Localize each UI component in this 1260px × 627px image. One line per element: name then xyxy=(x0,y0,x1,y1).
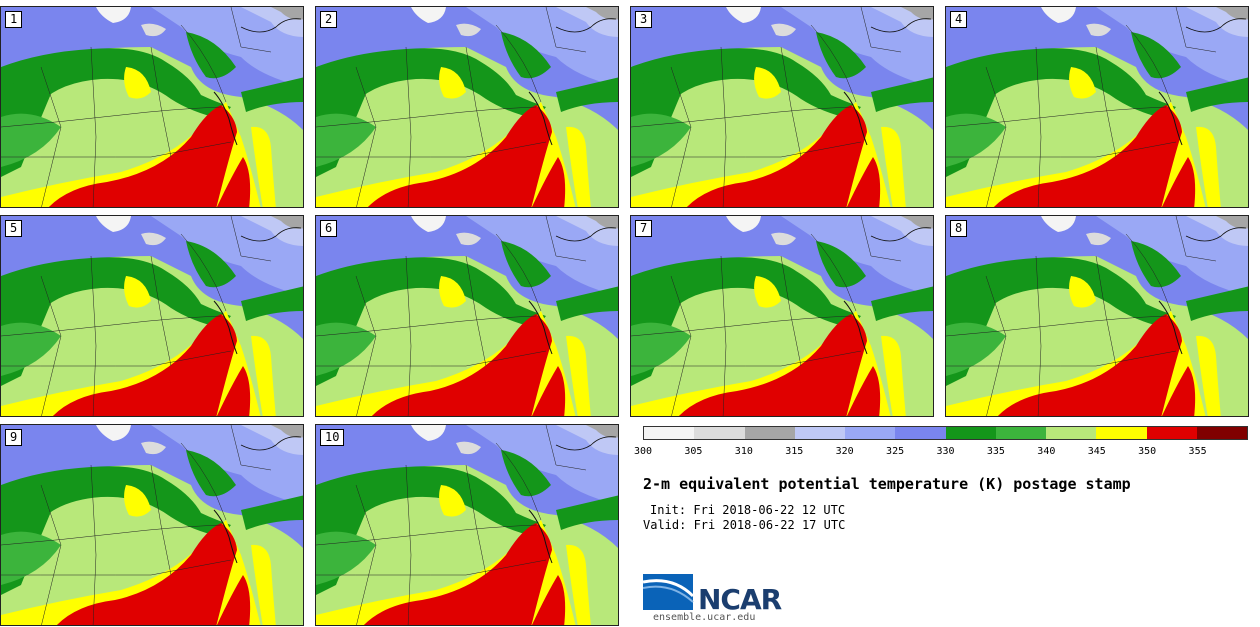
map-panel: 7 xyxy=(630,215,934,417)
ncar-logo-icon xyxy=(643,574,695,610)
color-scale-swatch xyxy=(1146,427,1197,439)
map-panel: 2 xyxy=(315,6,619,208)
color-scale-swatch xyxy=(845,427,896,439)
member-number-label: 3 xyxy=(635,11,653,28)
valid-time: Valid: Fri 2018-06-22 17 UTC xyxy=(643,518,846,532)
color-scale-swatch xyxy=(895,427,946,439)
color-scale-tick-label: 355 xyxy=(1188,446,1207,457)
color-scale-tick-label: 315 xyxy=(785,446,804,457)
color-scale-swatch xyxy=(744,427,795,439)
color-scale-swatch xyxy=(1046,427,1097,439)
color-scale-swatch xyxy=(945,427,996,439)
color-scale-tick-label: 335 xyxy=(986,446,1005,457)
color-scale-tick-label: 300 xyxy=(633,446,653,457)
map-panel: 1 xyxy=(0,6,304,208)
color-scale-bar xyxy=(643,426,1248,440)
map-panel: 4 xyxy=(945,6,1249,208)
color-scale-swatch xyxy=(694,427,745,439)
map-panel: 9 xyxy=(0,424,304,626)
ncar-logo-text: NCAR xyxy=(698,583,782,616)
map-panel: 6 xyxy=(315,215,619,417)
color-scale-tick-label: 320 xyxy=(835,446,854,457)
color-scale-tick-label: 350 xyxy=(1138,446,1157,457)
color-scale-tick-label: 330 xyxy=(936,446,955,457)
color-scale-swatch xyxy=(1096,427,1147,439)
color-scale-swatch xyxy=(995,427,1046,439)
member-number-label: 2 xyxy=(320,11,338,28)
color-scale-swatch xyxy=(794,427,845,439)
member-number-label: 10 xyxy=(320,429,345,446)
member-number-label: 6 xyxy=(320,220,338,237)
map-panel: 8 xyxy=(945,215,1249,417)
member-number-label: 9 xyxy=(5,429,23,446)
member-number-label: 4 xyxy=(950,11,968,28)
site-url: ensemble.ucar.edu xyxy=(653,612,756,623)
map-panel: 10 xyxy=(315,424,619,626)
member-number-label: 8 xyxy=(950,220,968,237)
color-scale-tick-label: 345 xyxy=(1087,446,1106,457)
color-scale-tick-label: 305 xyxy=(684,446,703,457)
member-number-label: 1 xyxy=(5,11,23,28)
init-time: Init: Fri 2018-06-22 12 UTC xyxy=(650,503,846,517)
member-number-label: 7 xyxy=(635,220,653,237)
page-title: 2-m equivalent potential temperature (K)… xyxy=(643,475,1131,493)
color-scale-tick-label: 325 xyxy=(886,446,905,457)
member-number-label: 5 xyxy=(5,220,23,237)
map-panel: 5 xyxy=(0,215,304,417)
color-scale-swatch xyxy=(644,427,695,439)
map-panel: 3 xyxy=(630,6,934,208)
color-scale-swatch xyxy=(1196,427,1247,439)
color-scale-tick-label: 310 xyxy=(734,446,753,457)
color-scale-tick-label: 340 xyxy=(1037,446,1056,457)
